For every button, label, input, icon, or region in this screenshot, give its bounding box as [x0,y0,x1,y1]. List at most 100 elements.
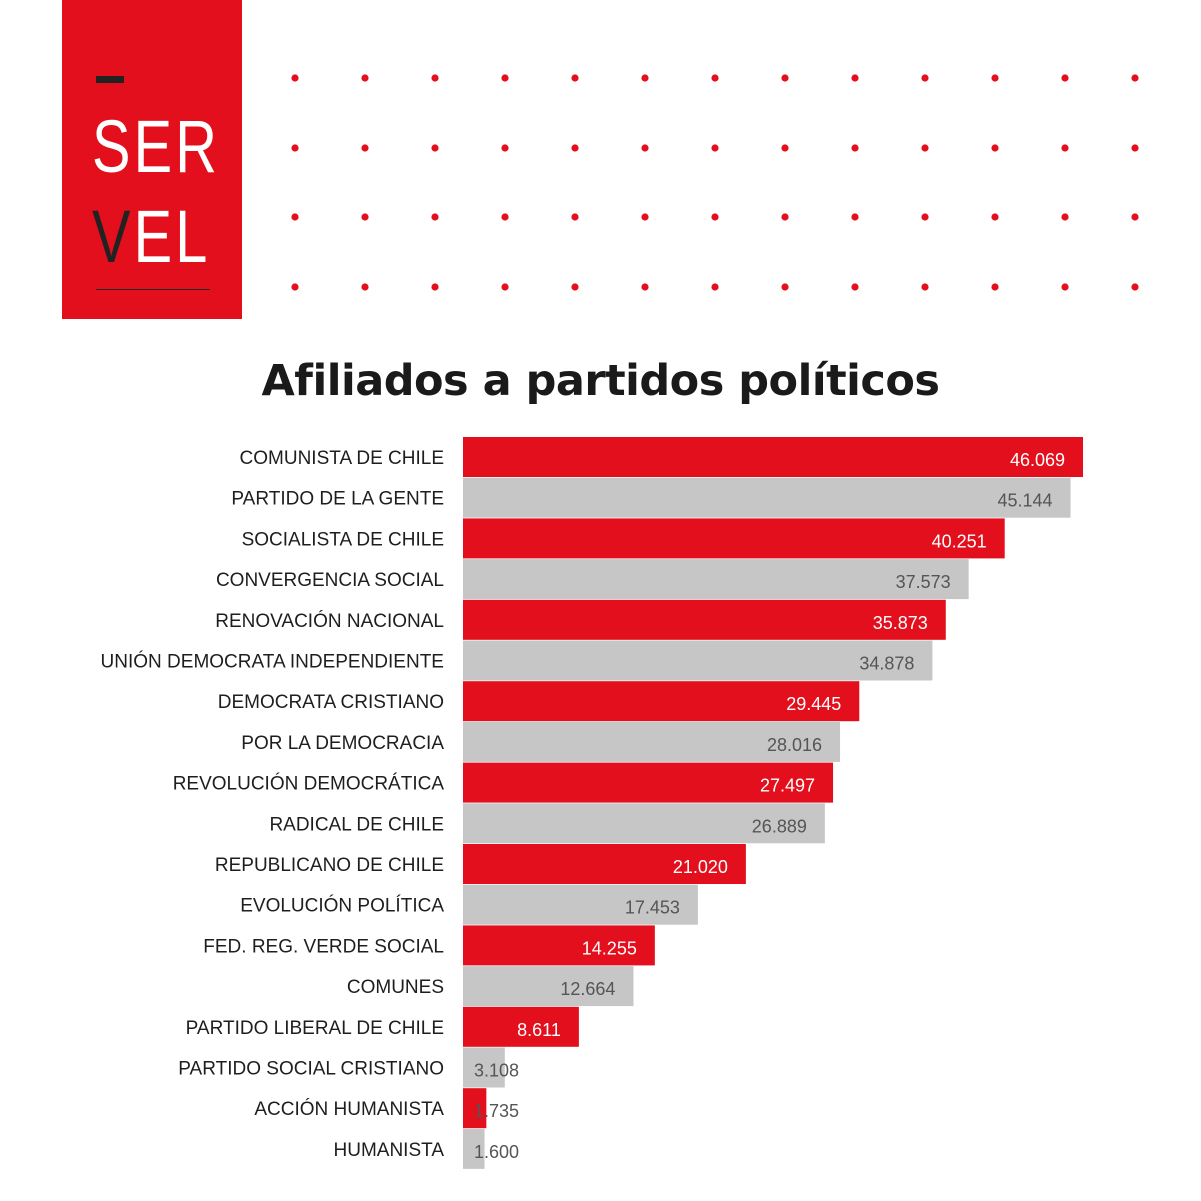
category-label: COMUNISTA DE CHILE [240,448,444,469]
logo-text-v: V [92,195,134,278]
category-label: FED. REG. VERDE SOCIAL [203,936,444,957]
bar [463,1006,579,1047]
category-label: EVOLUCIÓN POLÍTICA [240,895,444,917]
grid-dot [781,213,789,221]
value-label: 26.889 [752,816,807,836]
category-label: POR LA DEMOCRACIA [241,733,444,754]
bar [463,559,969,600]
value-label: 27.497 [760,776,815,796]
category-label: REPUBLICANO DE CHILE [215,855,444,876]
grid-dot [921,283,929,291]
decorative-dot-grid [291,74,1139,291]
grid-dot [781,144,789,152]
grid-dot [361,144,369,152]
value-label: 14.255 [582,938,637,958]
grid-dot [571,213,579,221]
grid-dot [781,283,789,291]
category-label: SOCIALISTA DE CHILE [242,529,444,550]
bar [463,721,841,762]
grid-dot [571,144,579,152]
logo-text-line2: VEL [92,200,210,274]
grid-dot [291,74,299,82]
grid-dot [711,74,719,82]
grid-dot [711,283,719,291]
grid-dot [921,144,929,152]
category-label: COMUNES [347,977,444,998]
chart-title: Afiliados a partidos políticos [261,356,941,406]
grid-dot [851,213,859,221]
value-label: 40.251 [932,531,987,551]
grid-dot [501,144,509,152]
grid-dot [851,283,859,291]
bar [463,1047,505,1088]
category-label: UNIÓN DEMOCRATA INDEPENDIENTE [101,651,444,673]
grid-dot [641,144,649,152]
category-label: RADICAL DE CHILE [269,814,444,835]
logo-accent-bar [96,76,124,83]
grid-dot [1061,74,1069,82]
bar [463,762,834,803]
logo-underline [96,289,210,290]
servel-logo: SER VEL [62,0,242,319]
value-label: 3.108 [474,1061,519,1081]
grid-dot [781,74,789,82]
value-label: 35.873 [873,613,928,633]
bar [463,599,946,640]
category-label: CONVERGENCIA SOCIAL [216,570,444,591]
value-label: 29.445 [786,694,841,714]
grid-dot [1131,213,1139,221]
category-label: HUMANISTA [334,1140,445,1161]
grid-dot [1131,74,1139,82]
grid-dot [991,74,999,82]
grid-dot [991,144,999,152]
grid-dot [921,74,929,82]
category-label: DEMOCRATA CRISTIANO [218,692,444,713]
grid-dot [501,213,509,221]
grid-dot [1061,144,1069,152]
grid-dot [711,144,719,152]
grid-dot [291,283,299,291]
category-label: PARTIDO LIBERAL DE CHILE [186,1018,444,1039]
value-label: 8.611 [517,1020,561,1040]
grid-dot [851,74,859,82]
grid-dot [571,74,579,82]
value-label: 1.735 [474,1101,519,1121]
bar [463,884,698,925]
grid-dot [1131,283,1139,291]
value-label: 28.016 [767,735,822,755]
grid-dot [431,283,439,291]
category-label: PARTIDO SOCIAL CRISTIANO [178,1059,444,1080]
logo-text-line1: SER [92,105,221,188]
grid-dot [1061,213,1069,221]
value-label: 1.600 [474,1142,519,1162]
grid-dot [711,213,719,221]
bar [463,1088,487,1129]
bar [463,681,860,722]
value-label: 34.878 [859,654,914,674]
category-label: RENOVACIÓN NACIONAL [215,610,444,632]
category-label: ACCIÓN HUMANISTA [254,1098,444,1120]
grid-dot [641,283,649,291]
value-label: 21.020 [673,857,728,877]
bar [463,925,655,966]
value-label: 37.573 [896,572,951,592]
bar [463,518,1005,559]
bar [463,844,746,884]
value-label: 46.069 [1010,450,1065,470]
grid-dot [501,74,509,82]
logo-text-el: EL [133,195,211,278]
grid-dot [921,213,929,221]
category-label: PARTIDO DE LA GENTE [231,489,444,510]
value-label: 17.453 [625,898,680,918]
grid-dot [991,213,999,221]
grid-dot [851,144,859,152]
bar [463,803,825,844]
grid-dot [431,74,439,82]
grid-dot [641,74,649,82]
grid-dot [501,283,509,291]
grid-dot [291,144,299,152]
category-label: REVOLUCIÓN DEMOCRÁTICA [173,773,445,795]
bar [463,437,1083,477]
grid-dot [361,213,369,221]
